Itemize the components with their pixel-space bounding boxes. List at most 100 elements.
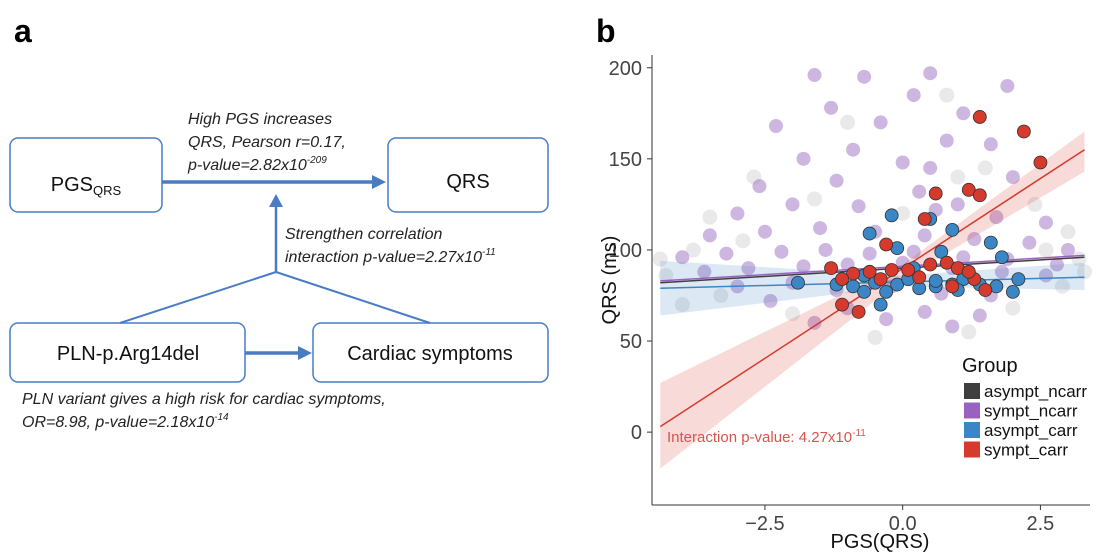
point xyxy=(1038,242,1054,258)
point xyxy=(1038,215,1053,230)
point xyxy=(813,221,828,236)
legend-key xyxy=(964,422,980,438)
point xyxy=(895,206,911,222)
point xyxy=(873,297,888,312)
point xyxy=(674,297,690,313)
diagram-shapes xyxy=(9,137,549,383)
point xyxy=(983,235,998,250)
point xyxy=(939,87,955,103)
point xyxy=(658,267,674,283)
annotation-line: p-value=2.82x10 xyxy=(187,157,307,174)
point xyxy=(939,133,954,148)
point xyxy=(824,261,838,276)
node-text: Cardiac symptoms xyxy=(347,343,513,365)
point xyxy=(950,197,965,212)
annotation-text: PLN variant gives a high risk for cardia… xyxy=(22,391,386,408)
point xyxy=(774,244,789,259)
point xyxy=(1076,264,1092,280)
annotation-superscript: -11 xyxy=(482,247,496,258)
point xyxy=(1005,170,1020,185)
legend-title: Group xyxy=(962,355,1018,377)
point xyxy=(1027,196,1043,212)
point xyxy=(763,293,778,308)
point xyxy=(818,242,833,257)
point xyxy=(879,284,894,299)
point xyxy=(1054,278,1070,294)
point xyxy=(994,264,1009,279)
point xyxy=(912,270,927,285)
point xyxy=(983,137,998,152)
point xyxy=(851,304,866,319)
annotation-text: QRS, Pearson r=0.17, xyxy=(188,134,346,151)
node-subscript: QRS xyxy=(93,183,122,198)
point xyxy=(873,272,888,286)
annotation-text: OR=8.98, p-value=2.18x10-14 xyxy=(22,412,229,431)
point xyxy=(967,232,982,247)
point xyxy=(1000,78,1015,93)
point xyxy=(702,228,717,243)
point xyxy=(862,264,877,279)
point xyxy=(945,319,960,334)
point xyxy=(1060,242,1075,257)
point xyxy=(719,246,734,261)
annotation-superscript: -11 xyxy=(852,428,866,439)
y-tick-label: 200 xyxy=(609,58,642,80)
point xyxy=(1022,235,1037,250)
point xyxy=(791,275,805,290)
point xyxy=(807,68,822,83)
point xyxy=(884,208,899,223)
point xyxy=(840,114,856,130)
point xyxy=(757,224,772,239)
annotation-line: OR=8.98, p-value=2.18x10 xyxy=(22,414,214,431)
point xyxy=(867,329,883,345)
point xyxy=(796,259,811,274)
arrow-head xyxy=(269,194,283,207)
legend-key xyxy=(964,441,980,458)
point xyxy=(923,160,938,175)
annotation-line: Strengthen correlation xyxy=(285,226,443,243)
point xyxy=(1033,155,1048,170)
y-tick-label: 150 xyxy=(609,149,642,171)
point xyxy=(945,279,960,294)
annotation-line: QRS, Pearson r=0.17, xyxy=(188,134,346,151)
point xyxy=(846,266,860,281)
y-axis-label: QRS (ms) xyxy=(599,236,621,325)
node-label: QRS xyxy=(446,171,489,193)
annotation-superscript: -209 xyxy=(307,155,327,166)
point xyxy=(730,206,745,221)
point xyxy=(917,304,932,319)
y-tick-label: 0 xyxy=(631,422,642,444)
node-label: PGSQRS xyxy=(51,174,122,198)
point xyxy=(961,182,976,197)
point xyxy=(846,142,861,157)
annotation-text: interaction p-value=2.27x10-11 xyxy=(285,247,496,266)
legend-label: sympt_carr xyxy=(984,441,1068,460)
point xyxy=(713,287,729,303)
node-label: Cardiac symptoms xyxy=(347,343,513,365)
point xyxy=(807,315,822,330)
point xyxy=(741,261,756,276)
point xyxy=(735,233,751,249)
point xyxy=(862,226,877,241)
annotation-line: interaction p-value=2.27x10 xyxy=(285,249,482,266)
point xyxy=(879,312,894,327)
point xyxy=(989,210,1004,225)
connector xyxy=(275,271,431,324)
point xyxy=(835,272,849,286)
point xyxy=(972,308,987,323)
node-box xyxy=(312,322,549,383)
annotation-line: PLN variant gives a high risk for cardia… xyxy=(22,391,386,408)
point xyxy=(956,250,971,265)
point xyxy=(923,257,938,272)
point xyxy=(851,199,866,214)
node-text: PLN-p.Arg14del xyxy=(57,343,199,365)
point xyxy=(1011,272,1026,286)
chart-annotation: Interaction p-value: 4.27x10-11 xyxy=(667,428,866,446)
legend-key xyxy=(964,402,980,419)
x-axis-label: PGS(QRS) xyxy=(831,531,930,552)
point xyxy=(934,244,949,259)
point xyxy=(702,209,718,225)
point xyxy=(994,250,1009,265)
point xyxy=(862,246,877,261)
